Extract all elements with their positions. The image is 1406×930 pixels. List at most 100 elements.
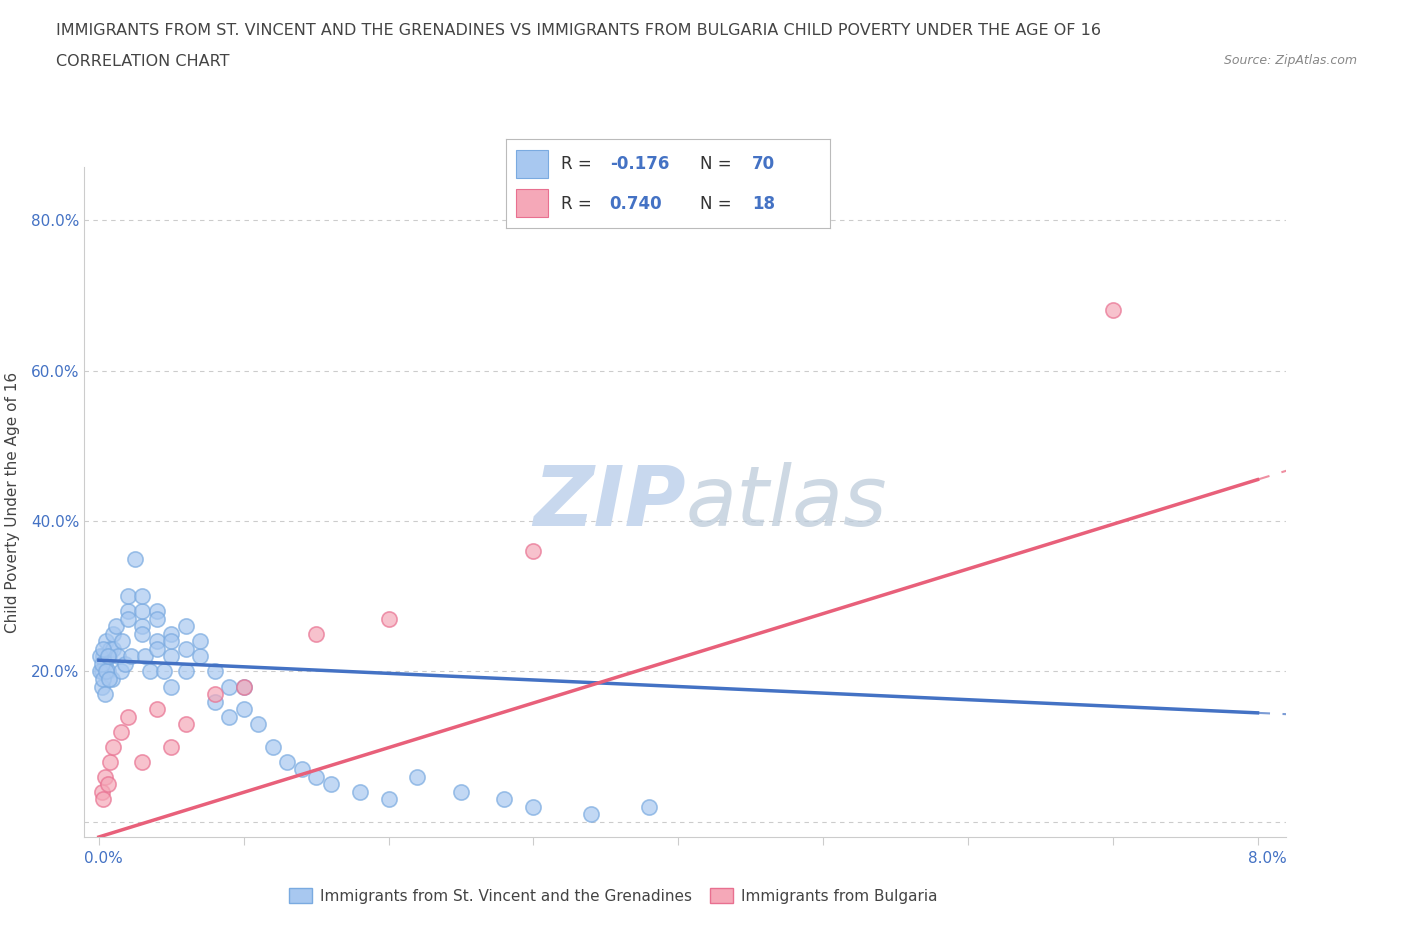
Point <box>117 710 139 724</box>
Point <box>146 634 169 649</box>
Point <box>494 792 516 807</box>
Point <box>276 754 298 769</box>
Point <box>131 627 153 642</box>
Point <box>131 618 153 633</box>
Point <box>146 642 169 657</box>
Point <box>146 611 169 626</box>
FancyBboxPatch shape <box>516 189 548 218</box>
Point <box>174 664 197 679</box>
Point <box>93 657 115 671</box>
Point <box>160 627 183 642</box>
Point <box>91 649 114 664</box>
Point <box>114 657 136 671</box>
Point <box>638 800 661 815</box>
Point <box>160 739 183 754</box>
Point <box>160 679 183 694</box>
Point <box>93 769 115 784</box>
Point <box>146 604 169 618</box>
Point <box>262 739 284 754</box>
Text: 8.0%: 8.0% <box>1247 851 1286 866</box>
Point <box>91 792 114 807</box>
Point <box>160 649 183 664</box>
Point <box>120 649 142 664</box>
Point <box>94 634 117 649</box>
Text: 70: 70 <box>752 154 775 173</box>
Point <box>450 784 472 799</box>
Point <box>96 649 118 664</box>
Text: N =: N = <box>700 154 737 173</box>
Point <box>110 724 132 739</box>
Point <box>91 642 114 657</box>
Point <box>1101 303 1123 318</box>
Point <box>100 754 122 769</box>
Point <box>174 618 197 633</box>
Point <box>377 611 399 626</box>
Point <box>522 800 544 815</box>
Point <box>131 604 153 618</box>
Point <box>103 739 125 754</box>
Point <box>232 679 254 694</box>
Point <box>188 649 211 664</box>
Point <box>110 664 132 679</box>
Point <box>305 627 328 642</box>
Text: IMMIGRANTS FROM ST. VINCENT AND THE GRENADINES VS IMMIGRANTS FROM BULGARIA CHILD: IMMIGRANTS FROM ST. VINCENT AND THE GREN… <box>56 23 1101 38</box>
Point <box>174 717 197 732</box>
Point <box>581 807 603 822</box>
Point <box>89 649 111 664</box>
FancyBboxPatch shape <box>516 150 548 179</box>
Point <box>232 679 254 694</box>
Text: 18: 18 <box>752 194 775 213</box>
Point <box>90 784 112 799</box>
Point <box>89 664 111 679</box>
Point <box>377 792 399 807</box>
Point <box>117 589 139 604</box>
Point <box>188 634 211 649</box>
Point <box>138 664 160 679</box>
Point <box>103 642 125 657</box>
Point <box>98 649 121 664</box>
Y-axis label: Child Poverty Under the Age of 16: Child Poverty Under the Age of 16 <box>4 372 20 632</box>
Point <box>96 664 118 679</box>
Point <box>247 717 270 732</box>
Point <box>107 649 129 664</box>
Point <box>90 657 112 671</box>
Point <box>204 664 226 679</box>
Point <box>160 634 183 649</box>
Text: R =: R = <box>561 194 598 213</box>
Text: ZIP: ZIP <box>533 461 686 543</box>
Point <box>153 664 176 679</box>
Point <box>349 784 371 799</box>
Point <box>204 694 226 709</box>
Point <box>90 679 112 694</box>
Text: -0.176: -0.176 <box>610 154 669 173</box>
Point <box>94 664 117 679</box>
Text: N =: N = <box>700 194 737 213</box>
Point <box>305 769 328 784</box>
Text: Source: ZipAtlas.com: Source: ZipAtlas.com <box>1223 54 1357 67</box>
Point <box>146 701 169 716</box>
Point <box>291 762 314 777</box>
Text: R =: R = <box>561 154 598 173</box>
Point <box>96 777 118 791</box>
Point <box>319 777 342 791</box>
Point <box>100 642 122 657</box>
Text: CORRELATION CHART: CORRELATION CHART <box>56 54 229 69</box>
Point <box>218 679 240 694</box>
Point <box>98 671 121 686</box>
Point <box>406 769 429 784</box>
Point <box>204 686 226 701</box>
Text: 0.740: 0.740 <box>610 194 662 213</box>
Point <box>105 618 128 633</box>
Point <box>103 627 125 642</box>
Text: atlas: atlas <box>686 461 887 543</box>
Legend: Immigrants from St. Vincent and the Grenadines, Immigrants from Bulgaria: Immigrants from St. Vincent and the Gren… <box>283 882 943 910</box>
Point <box>111 634 134 649</box>
Point <box>134 649 156 664</box>
Point <box>232 701 254 716</box>
Point <box>124 551 146 566</box>
Point <box>174 642 197 657</box>
Point <box>522 544 544 559</box>
Point <box>131 754 153 769</box>
Point <box>117 604 139 618</box>
Point <box>101 671 124 686</box>
